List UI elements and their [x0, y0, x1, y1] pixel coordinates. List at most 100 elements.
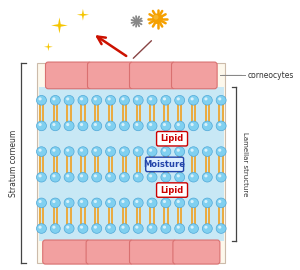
- Circle shape: [216, 121, 226, 131]
- Circle shape: [163, 226, 166, 229]
- Circle shape: [135, 149, 138, 152]
- Circle shape: [108, 97, 111, 100]
- Circle shape: [80, 149, 83, 152]
- Circle shape: [147, 198, 157, 208]
- Circle shape: [94, 226, 97, 229]
- Circle shape: [78, 198, 88, 208]
- Circle shape: [161, 224, 171, 233]
- Circle shape: [190, 149, 194, 152]
- Circle shape: [106, 224, 116, 233]
- Circle shape: [37, 147, 46, 156]
- Circle shape: [92, 96, 102, 105]
- Circle shape: [177, 200, 180, 203]
- Circle shape: [190, 174, 194, 177]
- FancyBboxPatch shape: [157, 131, 188, 146]
- Circle shape: [147, 147, 157, 156]
- Circle shape: [147, 121, 157, 131]
- Circle shape: [64, 198, 74, 208]
- FancyBboxPatch shape: [43, 240, 90, 264]
- Circle shape: [177, 226, 180, 229]
- Circle shape: [80, 226, 83, 229]
- FancyBboxPatch shape: [130, 240, 176, 264]
- Circle shape: [161, 96, 171, 105]
- Circle shape: [122, 200, 124, 203]
- Circle shape: [80, 200, 83, 203]
- Circle shape: [52, 174, 56, 177]
- Circle shape: [106, 173, 116, 182]
- Circle shape: [80, 123, 83, 126]
- Circle shape: [92, 147, 102, 156]
- Circle shape: [38, 174, 42, 177]
- Circle shape: [106, 121, 116, 131]
- Circle shape: [204, 97, 208, 100]
- Circle shape: [37, 198, 46, 208]
- Circle shape: [149, 123, 152, 126]
- Circle shape: [119, 121, 129, 131]
- Circle shape: [64, 173, 74, 182]
- Circle shape: [177, 149, 180, 152]
- Circle shape: [152, 14, 163, 24]
- Text: Lipid: Lipid: [160, 185, 184, 195]
- Circle shape: [37, 96, 46, 105]
- Circle shape: [108, 174, 111, 177]
- Circle shape: [50, 198, 60, 208]
- Circle shape: [147, 96, 157, 105]
- Circle shape: [52, 97, 56, 100]
- Text: Stratum corneum: Stratum corneum: [9, 129, 18, 197]
- Circle shape: [218, 123, 221, 126]
- Circle shape: [64, 224, 74, 233]
- FancyBboxPatch shape: [157, 183, 188, 197]
- Circle shape: [37, 121, 46, 131]
- Circle shape: [135, 174, 138, 177]
- Circle shape: [108, 200, 111, 203]
- Text: corneocytes: corneocytes: [248, 71, 294, 80]
- Circle shape: [108, 149, 111, 152]
- Circle shape: [133, 96, 143, 105]
- Circle shape: [147, 173, 157, 182]
- Circle shape: [52, 149, 56, 152]
- Circle shape: [202, 224, 212, 233]
- Circle shape: [50, 96, 60, 105]
- Circle shape: [175, 121, 185, 131]
- Circle shape: [177, 97, 180, 100]
- Circle shape: [161, 198, 171, 208]
- Circle shape: [175, 147, 185, 156]
- Circle shape: [64, 147, 74, 156]
- Circle shape: [119, 198, 129, 208]
- Circle shape: [78, 147, 88, 156]
- Circle shape: [135, 200, 138, 203]
- Circle shape: [188, 121, 199, 131]
- Circle shape: [122, 97, 124, 100]
- Circle shape: [133, 121, 143, 131]
- Circle shape: [149, 149, 152, 152]
- Circle shape: [106, 198, 116, 208]
- Circle shape: [202, 147, 212, 156]
- Circle shape: [149, 226, 152, 229]
- Circle shape: [38, 226, 42, 229]
- Polygon shape: [44, 43, 53, 51]
- Circle shape: [94, 97, 97, 100]
- Circle shape: [147, 224, 157, 233]
- Circle shape: [133, 147, 143, 156]
- Circle shape: [94, 174, 97, 177]
- Circle shape: [216, 224, 226, 233]
- Circle shape: [38, 200, 42, 203]
- Circle shape: [108, 123, 111, 126]
- Circle shape: [133, 224, 143, 233]
- Circle shape: [122, 174, 124, 177]
- Circle shape: [37, 173, 46, 182]
- Text: Moisture: Moisture: [144, 160, 186, 169]
- Circle shape: [177, 174, 180, 177]
- Text: Lipid: Lipid: [160, 134, 184, 143]
- Circle shape: [149, 97, 152, 100]
- Circle shape: [190, 226, 194, 229]
- Circle shape: [218, 149, 221, 152]
- Circle shape: [190, 97, 194, 100]
- Circle shape: [204, 226, 208, 229]
- Circle shape: [78, 224, 88, 233]
- Circle shape: [204, 123, 208, 126]
- Circle shape: [149, 200, 152, 203]
- Circle shape: [175, 224, 185, 233]
- FancyBboxPatch shape: [46, 62, 91, 89]
- Circle shape: [119, 96, 129, 105]
